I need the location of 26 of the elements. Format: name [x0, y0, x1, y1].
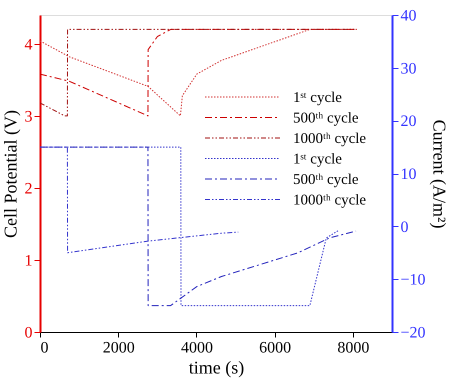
- y2-tick-label: 20: [400, 113, 416, 130]
- y-tick-label: 3: [24, 108, 32, 126]
- y-tick-label: 2: [24, 180, 32, 198]
- x-tick-label: 6000: [259, 340, 292, 356]
- legend-label: 1ˢᵗ cycle: [293, 152, 342, 168]
- x-axis-title: time (s): [188, 358, 244, 378]
- legend-label: 1000ᵗʰ cycle: [293, 131, 366, 147]
- legend-label: 500ᵗʰ cycle: [293, 110, 359, 126]
- y2-tick-label: 0: [400, 218, 408, 236]
- legend-label: 500ᵗʰ cycle: [293, 172, 359, 188]
- x-tick-label: 2000: [102, 340, 135, 356]
- x-tick-label: 8000: [337, 340, 370, 356]
- y2-tick-label: 30: [400, 60, 416, 78]
- y2-tick-label: −10: [400, 272, 426, 289]
- x-tick-label: 4000: [180, 340, 213, 356]
- y-tick-label: 0: [24, 324, 32, 342]
- y2-axis-title: Current (A/m²): [430, 120, 450, 228]
- legend-label: 1ˢᵗ cycle: [293, 90, 342, 106]
- y2-tick-label: −20: [400, 324, 426, 342]
- y-tick-label: 4: [24, 36, 32, 54]
- y-tick-label: 1: [24, 252, 32, 270]
- y-axis-title: Cell Potential (V): [0, 110, 20, 238]
- y2-tick-label: 10: [400, 166, 416, 183]
- x-tick-label: 0: [40, 340, 48, 356]
- y2-tick-label: 40: [400, 8, 416, 24]
- legend-label: 1000ᵗʰ cycle: [293, 192, 366, 208]
